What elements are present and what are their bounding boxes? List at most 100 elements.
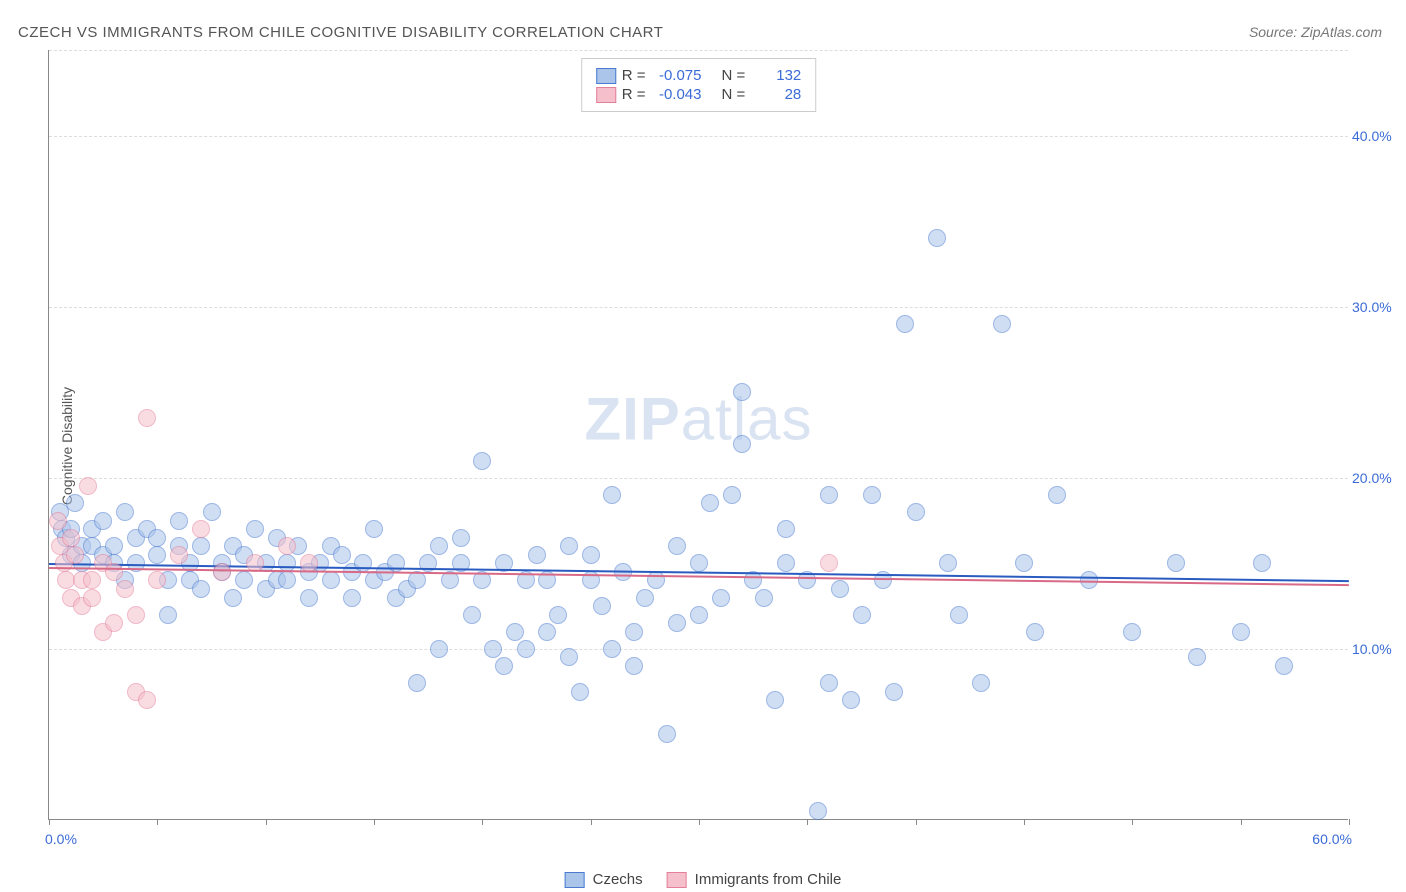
r-label: R = <box>622 86 646 103</box>
x-tick-mark <box>807 819 808 825</box>
scatter-point <box>939 554 957 572</box>
scatter-point <box>333 546 351 564</box>
scatter-point <box>636 589 654 607</box>
scatter-point <box>79 477 97 495</box>
gridline-horizontal <box>49 478 1348 479</box>
scatter-point <box>127 606 145 624</box>
scatter-point <box>820 486 838 504</box>
legend-swatch-czechs <box>565 872 585 888</box>
scatter-point <box>603 640 621 658</box>
scatter-point <box>1026 623 1044 641</box>
scatter-point <box>235 571 253 589</box>
x-tick-mark <box>916 819 917 825</box>
scatter-point <box>343 589 361 607</box>
scatter-point <box>322 571 340 589</box>
scatter-point <box>723 486 741 504</box>
stat-row-chile: R = -0.043 N = 28 <box>596 86 802 103</box>
scatter-point <box>896 315 914 333</box>
scatter-point <box>1253 554 1271 572</box>
scatter-point <box>517 640 535 658</box>
scatter-point <box>430 537 448 555</box>
n-label: N = <box>722 86 746 103</box>
n-label: N = <box>722 67 746 84</box>
scatter-point <box>463 606 481 624</box>
correlation-stat-box: R = -0.075 N = 132 R = -0.043 N = 28 <box>581 58 817 112</box>
scatter-point <box>473 452 491 470</box>
r-value-chile: -0.043 <box>652 86 702 103</box>
scatter-point <box>712 589 730 607</box>
scatter-point <box>733 435 751 453</box>
scatter-point <box>809 802 827 820</box>
watermark: ZIPatlas <box>584 385 812 454</box>
scatter-point <box>365 520 383 538</box>
scatter-point <box>1275 657 1293 675</box>
scatter-point <box>1167 554 1185 572</box>
scatter-point <box>560 648 578 666</box>
scatter-point <box>246 520 264 538</box>
scatter-point <box>138 409 156 427</box>
y-tick-label: 20.0% <box>1352 470 1402 486</box>
scatter-point <box>777 520 795 538</box>
scatter-point <box>690 606 708 624</box>
scatter-point <box>928 229 946 247</box>
scatter-point <box>820 674 838 692</box>
scatter-point <box>105 614 123 632</box>
scatter-point <box>408 674 426 692</box>
scatter-point <box>83 571 101 589</box>
scatter-point <box>766 691 784 709</box>
swatch-chile <box>596 87 616 103</box>
scatter-point <box>66 546 84 564</box>
chart-title: CZECH VS IMMIGRANTS FROM CHILE COGNITIVE… <box>18 24 663 41</box>
x-tick-mark <box>482 819 483 825</box>
scatter-point <box>831 580 849 598</box>
x-tick-mark <box>699 819 700 825</box>
legend: Czechs Immigrants from Chile <box>565 871 842 888</box>
scatter-point <box>560 537 578 555</box>
scatter-point <box>820 554 838 572</box>
x-tick-mark <box>1132 819 1133 825</box>
scatter-point <box>192 537 210 555</box>
r-label: R = <box>622 67 646 84</box>
x-tick-mark <box>266 819 267 825</box>
scatter-point <box>192 520 210 538</box>
stat-row-czechs: R = -0.075 N = 132 <box>596 67 802 84</box>
scatter-point <box>159 606 177 624</box>
y-tick-label: 40.0% <box>1352 128 1402 144</box>
scatter-point <box>138 691 156 709</box>
scatter-point <box>495 657 513 675</box>
scatter-point <box>538 623 556 641</box>
scatter-point <box>148 546 166 564</box>
scatter-point <box>506 623 524 641</box>
legend-label-czechs: Czechs <box>593 871 643 888</box>
scatter-point <box>625 623 643 641</box>
x-tick-mark <box>1024 819 1025 825</box>
r-value-czechs: -0.075 <box>652 67 702 84</box>
scatter-point <box>658 725 676 743</box>
legend-item-czechs: Czechs <box>565 871 643 888</box>
scatter-point <box>972 674 990 692</box>
y-tick-label: 10.0% <box>1352 641 1402 657</box>
source-attribution: Source: ZipAtlas.com <box>1249 24 1382 40</box>
scatter-point <box>993 315 1011 333</box>
scatter-point <box>408 571 426 589</box>
scatter-point <box>105 537 123 555</box>
scatter-point <box>94 512 112 530</box>
scatter-point <box>116 580 134 598</box>
scatter-point <box>593 597 611 615</box>
scatter-point <box>452 529 470 547</box>
x-tick-mark <box>157 819 158 825</box>
scatter-point <box>1188 648 1206 666</box>
x-tick-mark <box>591 819 592 825</box>
scatter-point <box>1048 486 1066 504</box>
scatter-point <box>62 529 80 547</box>
scatter-point <box>777 554 795 572</box>
scatter-point <box>885 683 903 701</box>
x-axis-max-label: 60.0% <box>1312 831 1352 847</box>
gridline-horizontal <box>49 50 1348 51</box>
scatter-point <box>49 512 67 530</box>
x-tick-mark <box>49 819 50 825</box>
x-tick-mark <box>374 819 375 825</box>
scatter-point <box>863 486 881 504</box>
x-tick-mark <box>1349 819 1350 825</box>
scatter-point <box>300 589 318 607</box>
